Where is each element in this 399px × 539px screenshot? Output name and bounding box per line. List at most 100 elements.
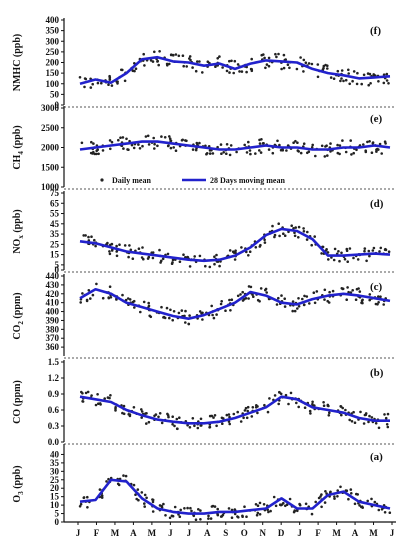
data-point: [142, 257, 145, 261]
data-point: [107, 83, 110, 86]
data-point: [344, 408, 347, 412]
data-point: [201, 71, 204, 74]
data-point: [348, 82, 352, 86]
data-point: [221, 66, 224, 69]
data-point: [190, 509, 193, 513]
data-point: [351, 289, 355, 292]
data-point: [352, 70, 356, 73]
data-point: [341, 139, 344, 142]
data-point: [213, 262, 216, 266]
data-point: [328, 290, 331, 294]
data-point: [272, 495, 276, 499]
data-point: [156, 144, 159, 148]
data-point: [160, 305, 163, 309]
data-point: [132, 299, 136, 303]
data-point: [314, 500, 318, 504]
data-point: [189, 58, 192, 62]
data-point: [366, 140, 369, 144]
data-point: [329, 490, 332, 494]
data-point: [236, 410, 239, 414]
x-tick-label: N: [259, 528, 266, 538]
data-point: [293, 509, 297, 513]
data-point: [147, 143, 151, 146]
data-point: [151, 510, 155, 513]
y-tick-label: 50: [50, 89, 60, 99]
data-point: [140, 410, 144, 413]
data-point: [327, 258, 330, 261]
data-point: [232, 71, 235, 75]
data-point: [129, 248, 133, 252]
data-point: [340, 77, 343, 80]
data-point: [385, 79, 389, 82]
y-tick-label: 55: [50, 209, 60, 219]
data-point: [79, 301, 82, 304]
data-point: [368, 293, 372, 296]
data-point: [198, 254, 202, 258]
data-point: [352, 256, 355, 260]
data-point: [151, 498, 154, 501]
legend-points-label: Daily mean: [112, 176, 151, 185]
daily-mean-points: [80, 134, 387, 158]
data-point: [349, 488, 353, 491]
data-point: [323, 155, 327, 158]
y-tick-label: 15: [50, 250, 60, 260]
data-point: [250, 69, 254, 73]
y-tick-label: 400: [46, 15, 60, 25]
data-point: [184, 321, 187, 324]
data-point: [140, 491, 144, 494]
data-point: [200, 312, 203, 315]
data-point: [301, 297, 304, 301]
data-point: [244, 406, 248, 410]
data-point: [262, 142, 265, 145]
data-point: [168, 135, 171, 138]
panel-e: 1000 1500 2000 2500 3000 CH4 (ppb) (e): [12, 103, 396, 192]
data-point: [254, 406, 258, 409]
data-point: [178, 416, 181, 420]
data-point: [100, 494, 104, 498]
data-point: [239, 293, 242, 296]
data-point: [238, 70, 241, 73]
data-point: [258, 300, 261, 303]
data-point: [363, 247, 367, 250]
data-point: [146, 257, 150, 260]
y-tick-label: 1500: [41, 162, 60, 172]
data-point: [297, 150, 301, 153]
data-point: [143, 502, 146, 505]
data-point: [323, 501, 327, 504]
data-point: [233, 258, 237, 261]
data-point: [196, 60, 199, 63]
data-point: [96, 393, 99, 396]
data-point: [292, 227, 295, 230]
data-point: [364, 150, 368, 154]
y-tick-label: 1.2: [48, 373, 60, 383]
y-tick-label: 1.5: [48, 357, 60, 367]
data-point: [191, 66, 194, 69]
data-point: [383, 413, 386, 416]
data-point: [218, 55, 221, 58]
data-point: [168, 316, 171, 320]
data-point: [99, 403, 102, 406]
data-point: [225, 143, 229, 146]
data-point: [100, 496, 104, 499]
data-point: [119, 136, 122, 139]
y-tick-label: 65: [50, 198, 60, 208]
data-point: [108, 139, 112, 142]
y-tick-label: 3000: [41, 103, 60, 113]
data-point: [213, 414, 217, 417]
data-point: [387, 82, 390, 85]
x-tick-label: M: [148, 528, 157, 538]
y-tick-label: 0.6: [48, 405, 60, 415]
y-tick-label: 5: [55, 509, 60, 519]
data-point: [182, 64, 185, 68]
data-point: [310, 512, 314, 516]
data-point: [355, 148, 358, 152]
data-point: [87, 235, 90, 239]
data-point: [326, 64, 329, 67]
y-tick-label: 25: [50, 239, 60, 249]
data-point: [89, 297, 92, 300]
data-point: [368, 414, 371, 418]
data-point: [277, 52, 280, 56]
data-point: [280, 294, 283, 297]
data-point: [136, 488, 140, 491]
data-point: [323, 298, 326, 301]
